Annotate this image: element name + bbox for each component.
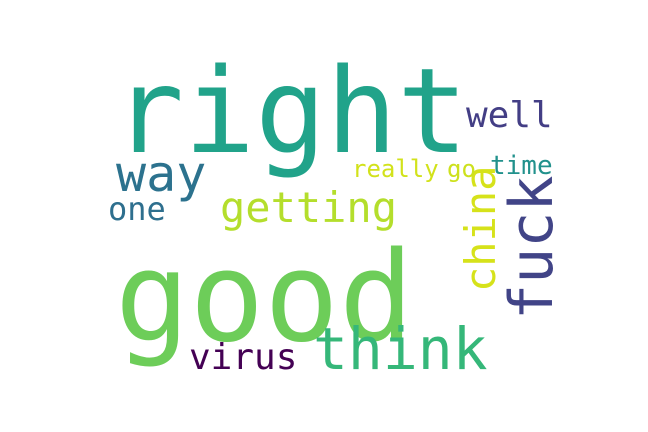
word-really: really — [352, 155, 439, 183]
word-right: right — [113, 42, 468, 180]
word-virus: virus — [189, 337, 297, 378]
word-way: way — [116, 145, 206, 203]
word-china: china — [456, 166, 505, 292]
word-fuck: fuck — [497, 176, 567, 321]
word-one: one — [108, 190, 166, 228]
word-go: go — [447, 155, 476, 183]
word-think: think — [313, 315, 488, 383]
word-getting: getting — [220, 183, 397, 232]
word-good: good — [115, 226, 414, 370]
word-time: time — [490, 151, 553, 181]
word-well: well — [466, 95, 553, 136]
